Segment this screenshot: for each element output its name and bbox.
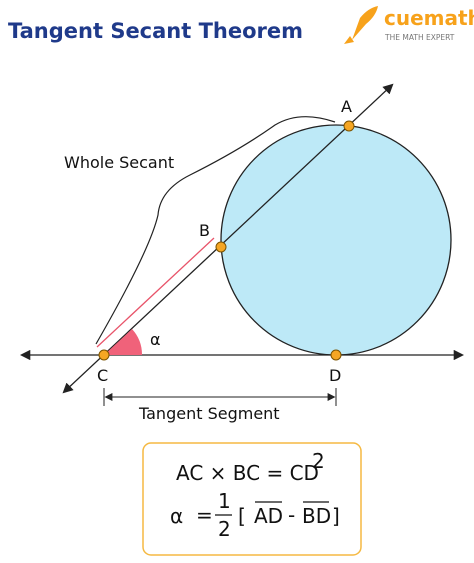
secant-line [62,83,394,394]
label-b: B [199,221,210,240]
formula-box [142,442,362,556]
tangent-segment-dimension [103,388,337,406]
angle-wedge [104,329,143,355]
formula-line1: AC × BC = CD [176,461,319,485]
formula-equals: = [196,503,213,527]
formula-numerator: 1 [218,489,231,513]
logo-name: cuemath [384,6,474,30]
formula-alpha: α [170,504,183,528]
whole-secant-brace [95,116,336,345]
whole-secant-label: Whole Secant [64,153,174,172]
circle [220,124,452,356]
point-d [330,349,342,361]
formula-close: ] [332,504,340,528]
point-c [98,349,110,361]
label-c: C [97,366,108,385]
formula-sup: 2 [312,449,325,473]
logo: cuemath THE MATH EXPERT [344,6,474,44]
label-a: A [341,97,352,116]
external-segment [96,237,215,348]
tangent-segment-label: Tangent Segment [138,404,280,423]
formula-denominator: 2 [218,517,231,541]
point-b [215,241,227,253]
formula-arc1: AD [254,504,283,528]
angle-label: α [150,330,161,349]
formula-open: [ [238,504,246,528]
formula-minus: - [288,503,295,527]
point-a [343,120,355,132]
formula-arc2: BD [302,504,331,528]
logo-flame [344,36,354,44]
logo-tagline: THE MATH EXPERT [384,33,455,42]
logo-icon [352,6,378,40]
label-d: D [329,366,341,385]
title: Tangent Secant Theorem [8,19,303,43]
